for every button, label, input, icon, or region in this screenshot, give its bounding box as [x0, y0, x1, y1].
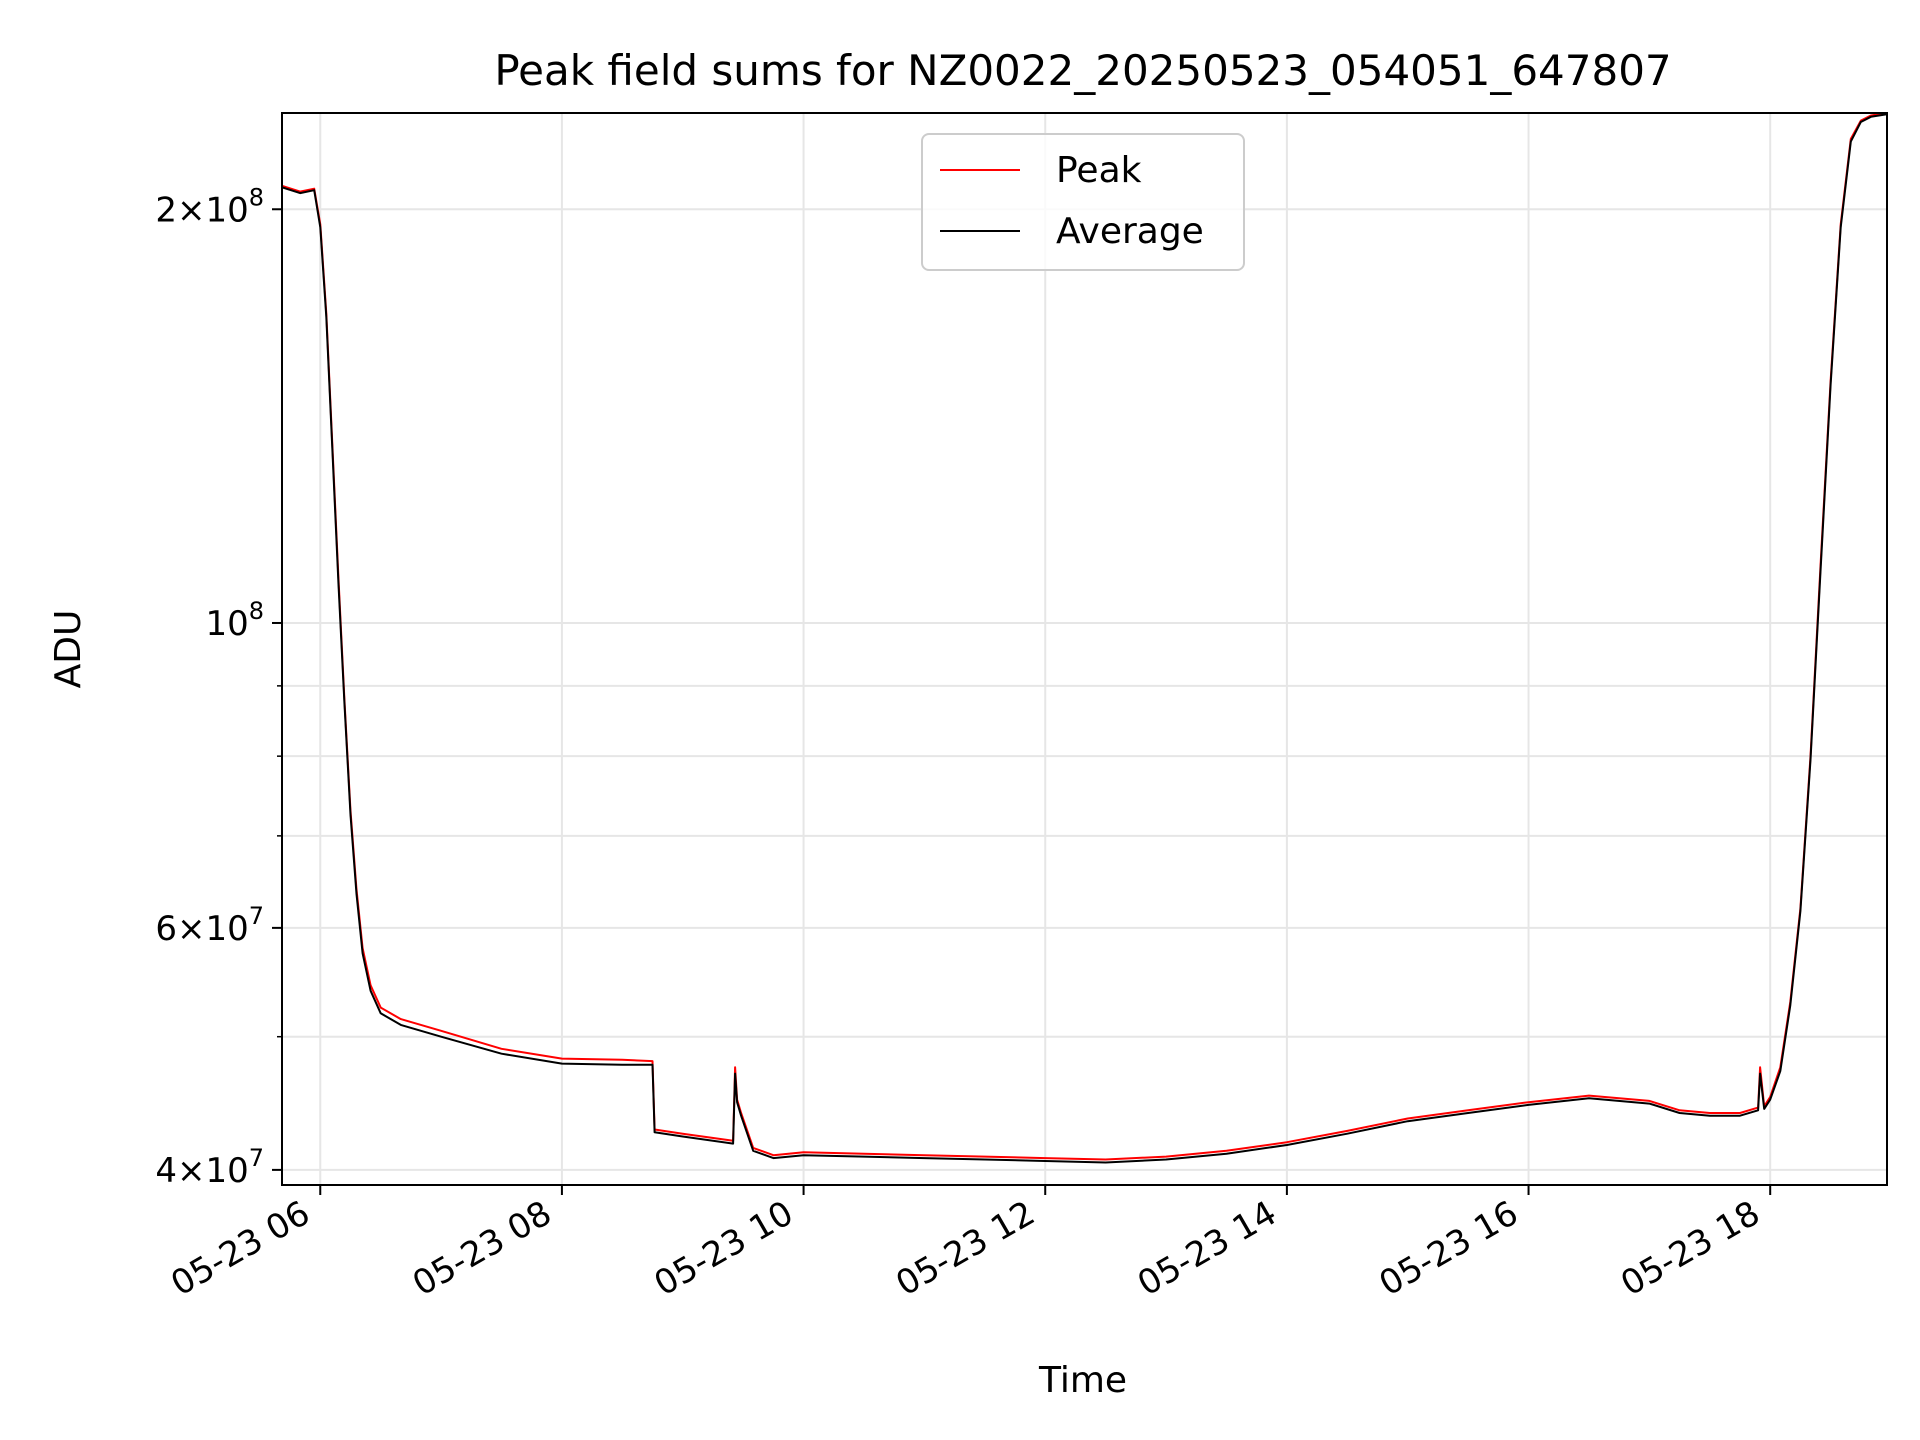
- series-line-average: [282, 113, 1887, 1164]
- x-axis-label: Time: [1038, 1360, 1127, 1401]
- legend-label-peak: Peak: [1056, 150, 1142, 191]
- y-tick-base: 10: [205, 604, 248, 644]
- legend-box: [921, 133, 1245, 271]
- y-tick-exponent: 7: [249, 902, 264, 930]
- chart-title: Peak field sums for NZ0022_20250523_0540…: [494, 46, 1671, 95]
- legend-label-average: Average: [1056, 211, 1204, 252]
- y-tick-exponent: 7: [249, 1144, 264, 1172]
- y-tick-times: ×10: [177, 190, 249, 230]
- y-tick-label: 2×108: [155, 183, 264, 230]
- y-tick-label: 4×107: [155, 1144, 264, 1191]
- y-tick-exponent: 8: [249, 183, 264, 211]
- plot-clip: [282, 113, 1887, 1164]
- y-tick-mantissa: 2: [155, 190, 177, 230]
- plot-frame: [281, 112, 1888, 1186]
- plot-area: [282, 113, 1887, 1185]
- y-tick-label: 6×107: [155, 902, 264, 949]
- series-layer: [282, 113, 1887, 1164]
- y-tick-times: ×10: [177, 909, 249, 949]
- y-axis-label: ADU: [48, 610, 89, 689]
- y-tick-exponent: 8: [249, 597, 264, 625]
- legend: Peak Average: [921, 133, 1245, 271]
- y-tick-mantissa: 6: [155, 909, 177, 949]
- y-tick-label: 108: [205, 597, 264, 644]
- y-tick-mantissa: 4: [155, 1151, 177, 1191]
- y-tick-times: ×10: [177, 1151, 249, 1191]
